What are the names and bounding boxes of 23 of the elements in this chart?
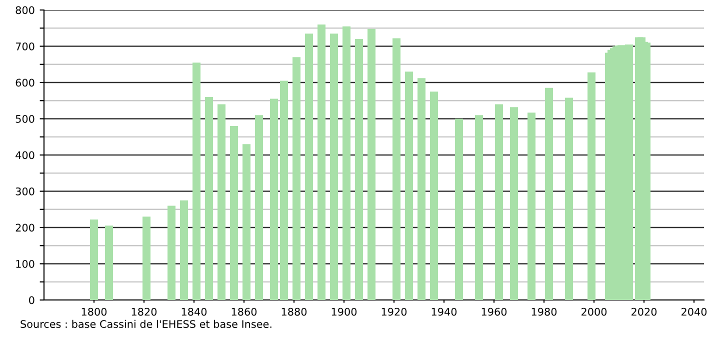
y-tick-label: 100 <box>16 260 34 268</box>
y-tick-label: 600 <box>16 78 34 87</box>
x-tick-label: 2020 <box>632 308 657 316</box>
x-tick-label: 1840 <box>182 308 207 316</box>
x-tick-label: 1800 <box>82 308 107 316</box>
x-tick-label: 1980 <box>532 308 557 316</box>
y-tick-label: 800 <box>16 6 34 14</box>
x-tick-label: 1960 <box>482 308 507 316</box>
y-tick-label: 700 <box>16 42 34 50</box>
x-tick-label: 1860 <box>232 308 257 316</box>
y-tick-label: 200 <box>16 224 34 232</box>
x-tick-label: 1940 <box>432 308 457 316</box>
y-tick-label: 0 <box>29 296 34 304</box>
x-tick-label: 1880 <box>282 308 307 316</box>
y-tick-label: 400 <box>16 151 34 160</box>
y-tick-label: 300 <box>16 187 34 196</box>
x-tick-label: 2000 <box>582 308 607 316</box>
y-tick-label: 500 <box>16 114 34 123</box>
x-tick-label: 1900 <box>332 308 357 316</box>
x-tick-label: 2040 <box>682 308 707 316</box>
source-note: Sources : base Cassini de l'EHESS et base Insee. <box>20 320 272 328</box>
x-tick-label: 1920 <box>382 308 407 316</box>
x-tick-label: 1820 <box>132 308 157 316</box>
